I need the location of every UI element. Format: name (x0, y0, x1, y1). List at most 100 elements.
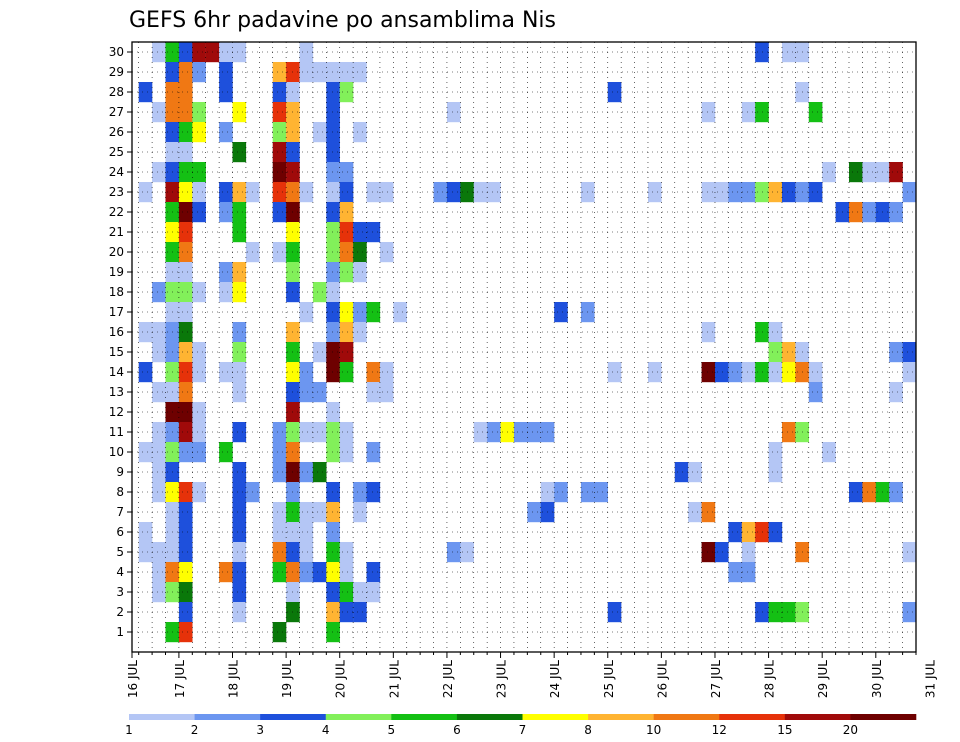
precip-cell (272, 242, 287, 263)
precip-cell (822, 162, 836, 183)
precip-cell (527, 502, 541, 523)
legend-label: 5 (388, 723, 396, 737)
legend-label: 10 (646, 723, 661, 737)
precip-cell (366, 362, 381, 383)
precip-cell (607, 362, 622, 383)
precip-cell (272, 62, 287, 83)
legend-swatch (522, 714, 589, 720)
precip-cell (178, 542, 193, 563)
precip-cell (487, 422, 501, 443)
precip-cell (768, 522, 783, 543)
precip-cell (902, 542, 917, 563)
x-tick-label: 31 JUL (923, 660, 937, 698)
precip-cell (178, 482, 193, 503)
x-tick-label: 19 JUL (280, 660, 294, 698)
precip-cell (232, 102, 247, 123)
x-tick-label: 24 JUL (548, 660, 562, 698)
precip-cell (178, 122, 193, 143)
precip-cell (768, 182, 783, 203)
precip-cell (326, 482, 340, 503)
colorbar-legend: 1 2 3 4 5 6 7 8 10 12 15 20 (125, 714, 917, 737)
legend-label: 2 (191, 723, 199, 737)
legend-label: 15 (777, 723, 792, 737)
precip-cell (366, 442, 381, 463)
precip-cell (741, 522, 756, 543)
precip-cell (312, 562, 327, 583)
precip-cell (353, 122, 367, 143)
precip-cell (728, 182, 742, 203)
precip-cell (487, 182, 501, 203)
precip-cell (339, 262, 354, 283)
precip-cell (178, 182, 193, 203)
y-tick-label: 5 (116, 545, 124, 559)
precip-cell (701, 102, 716, 123)
precip-cell (312, 342, 327, 363)
precip-cell (272, 462, 287, 483)
precip-cell (192, 162, 206, 183)
precip-cell (152, 322, 166, 343)
precip-cell (446, 542, 461, 563)
precip-cell (138, 322, 153, 343)
y-tick-label: 24 (109, 165, 124, 179)
precip-cell (741, 362, 756, 383)
precip-cell (848, 202, 863, 223)
precip-cell (272, 562, 287, 583)
y-tick-label: 21 (109, 225, 124, 239)
precip-cell (353, 602, 367, 623)
y-tick-label: 30 (109, 45, 124, 59)
y-tick-label: 11 (109, 425, 124, 439)
precip-cell (232, 482, 247, 503)
precip-cell (688, 462, 702, 483)
precip-cell (741, 562, 756, 583)
legend-label: 8 (584, 723, 592, 737)
precip-cell (219, 282, 233, 303)
precip-cell (647, 362, 662, 383)
precip-cell (192, 42, 206, 63)
precip-cell (353, 262, 367, 283)
precip-cell (138, 82, 153, 103)
precip-cell (674, 462, 689, 483)
precip-cell (755, 602, 769, 623)
y-tick-label: 26 (109, 125, 124, 139)
precip-cell (178, 102, 193, 123)
precip-cell (728, 522, 742, 543)
precip-cell (339, 162, 354, 183)
precip-cell (902, 342, 917, 363)
precip-cell (326, 62, 340, 83)
y-tick-label: 3 (116, 585, 124, 599)
precip-cell (299, 422, 314, 443)
precip-cell (714, 542, 729, 563)
x-tick-label: 20 JUL (334, 660, 348, 698)
precip-cell (339, 442, 354, 463)
precip-cell (379, 182, 394, 203)
precip-cell (862, 162, 876, 183)
precip-cell (513, 422, 528, 443)
precip-cell (326, 442, 340, 463)
precip-cell (178, 302, 193, 323)
precip-cell (219, 82, 233, 103)
precip-cell (232, 602, 247, 623)
precip-cell (326, 102, 340, 123)
y-tick-label: 4 (116, 565, 124, 579)
precip-cell (688, 502, 702, 523)
precip-cell (312, 502, 327, 523)
precip-cell (714, 362, 729, 383)
precip-cell (272, 542, 287, 563)
legend-swatch (588, 714, 654, 720)
y-tick-label: 20 (109, 245, 124, 259)
precip-cell (339, 362, 354, 383)
y-tick-label: 19 (109, 265, 124, 279)
legend-label: 1 (125, 723, 133, 737)
legend-swatch (850, 714, 917, 720)
precip-cell (366, 482, 381, 503)
precip-cell (219, 262, 233, 283)
precip-cell (755, 42, 769, 63)
precip-cell (192, 102, 206, 123)
precip-cell (138, 542, 153, 563)
precip-cell (326, 422, 340, 443)
precip-cell (889, 342, 903, 363)
precip-cell (755, 182, 769, 203)
y-tick-label: 13 (109, 385, 124, 399)
precip-cell (326, 182, 340, 203)
precip-cell (353, 302, 367, 323)
